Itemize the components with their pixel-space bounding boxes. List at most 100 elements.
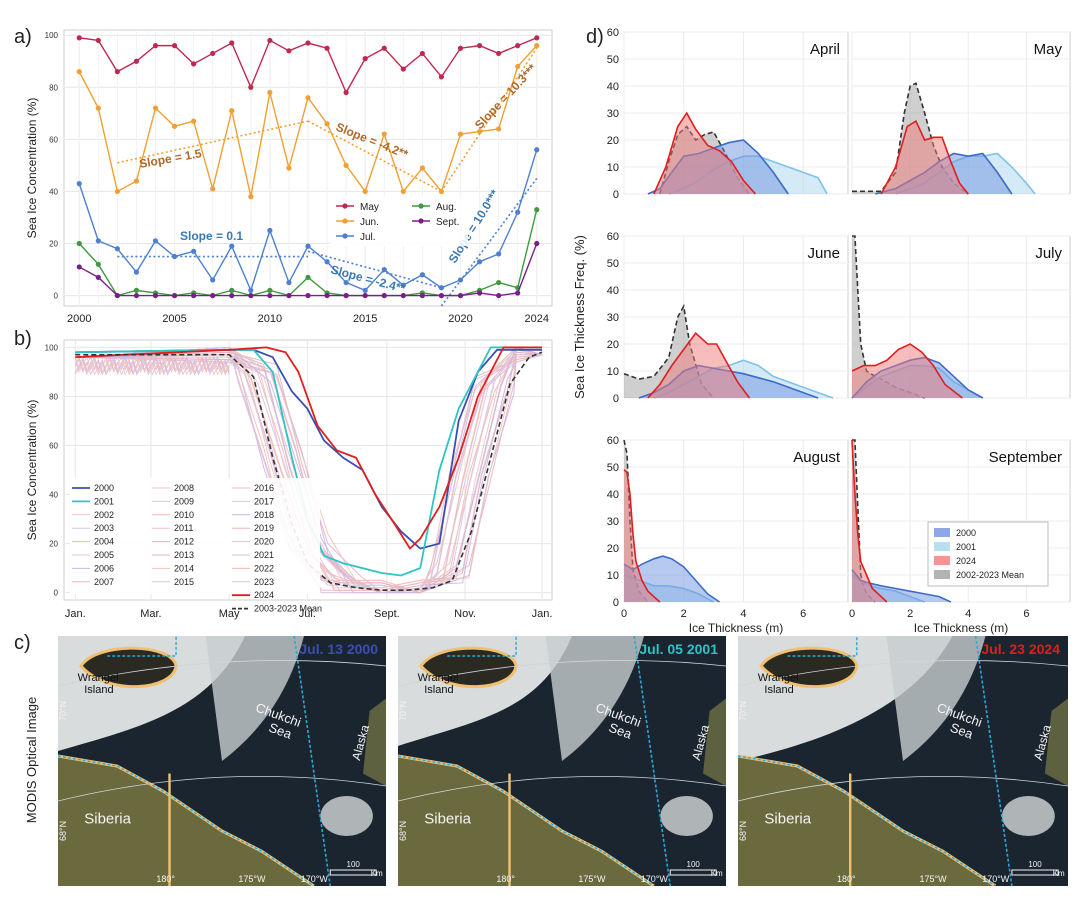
- legend-label: 2010: [174, 510, 194, 520]
- data-point: [152, 43, 159, 49]
- data-point: [248, 292, 254, 299]
- legend-marker: [418, 218, 424, 224]
- xtick-label: 2: [681, 608, 687, 620]
- hist-panel-july: July: [851, 235, 1071, 399]
- graticule: [738, 776, 1068, 802]
- ytick-label: 20: [607, 135, 619, 147]
- winter-noise-line: [74, 356, 230, 376]
- xtick-label: 4: [965, 608, 971, 620]
- data-point: [114, 246, 120, 252]
- data-point: [496, 50, 502, 57]
- island-label: Wrangel: [418, 672, 459, 684]
- legend-label: 2009: [174, 496, 194, 506]
- scale-unit: Km: [371, 869, 383, 878]
- lon-label: 175°W: [238, 874, 266, 884]
- scale-unit: Km: [1053, 869, 1065, 878]
- data-point: [381, 266, 387, 273]
- ytick-label: 0: [613, 189, 619, 201]
- ytick-label: 30: [607, 108, 619, 120]
- region-line: [447, 636, 517, 657]
- mean-curve: [623, 303, 715, 399]
- lon-label: 170°W: [301, 874, 329, 884]
- data-point: [95, 274, 101, 280]
- data-point: [286, 292, 292, 299]
- s2024-curve: [653, 111, 757, 195]
- lat-label: 68°N: [738, 821, 748, 841]
- data-point: [210, 186, 216, 192]
- trendline: [440, 47, 538, 192]
- ytick-label: 20: [607, 543, 619, 555]
- data-point: [95, 37, 101, 44]
- data-point: [457, 45, 464, 51]
- data-point: [248, 194, 254, 200]
- y-axis-label: MODIS Optical Image: [24, 697, 39, 823]
- data-point: [419, 272, 425, 278]
- xtick-label: 0: [621, 608, 627, 620]
- scale-bar: [329, 869, 377, 876]
- data-point: [133, 292, 140, 299]
- data-point: [457, 277, 464, 283]
- panel-d-histograms: Sea Ice Thickness Freq. (%)0102030405060…: [572, 27, 1071, 635]
- panel-title: September: [989, 449, 1062, 466]
- graticule: [398, 660, 726, 687]
- region-line: [974, 636, 1013, 886]
- ytick-label: 60: [49, 135, 58, 144]
- lat-label: 70°N: [398, 701, 408, 721]
- ytick-label: 40: [607, 489, 619, 501]
- data-point: [419, 165, 425, 171]
- data-point: [210, 50, 216, 57]
- data-point: [438, 292, 445, 299]
- panel-d-label: d): [586, 26, 604, 48]
- hist-panel-august: 0 10 20 30 40 50 60 0 2 4 6 August Ice Thickness (m): [607, 435, 849, 635]
- xtick-label: 0: [849, 608, 855, 620]
- hist-panel-june: 0 10 20 30 40 50 60 June: [607, 231, 849, 405]
- data-point: [229, 40, 235, 46]
- xtick-label: 6: [800, 608, 806, 620]
- data-point: [419, 292, 425, 299]
- xtick-label: Sept.: [374, 608, 400, 620]
- slope-label: Slope = 0.1: [180, 229, 243, 243]
- panel-title: April: [810, 41, 840, 58]
- data-point: [95, 238, 101, 244]
- data-point: [191, 61, 197, 67]
- legend-label: 2000: [956, 528, 976, 538]
- data-point: [76, 240, 82, 247]
- winter-noise-line: [74, 356, 230, 376]
- ytick-label: 20: [607, 339, 619, 351]
- panel-title: July: [1035, 245, 1062, 262]
- cloud-band: [545, 636, 644, 761]
- data-point: [476, 259, 483, 265]
- data-point: [438, 285, 445, 291]
- legend-label: 2018: [254, 510, 274, 520]
- legend-swatch: [934, 528, 950, 537]
- x-axis-label: Ice Thickness (m): [914, 621, 1008, 635]
- legend-box: [70, 478, 320, 594]
- ytick-label: 40: [607, 81, 619, 93]
- lat-label: 68°N: [58, 821, 68, 841]
- data-point: [76, 181, 82, 187]
- ytick-label: 100: [45, 31, 59, 40]
- data-point: [305, 95, 311, 101]
- data-point: [76, 35, 82, 41]
- legend-label: 2000: [94, 483, 114, 493]
- s2024-curve: [647, 332, 751, 399]
- data-point: [419, 50, 425, 57]
- graticule: [738, 660, 1068, 687]
- ytick-label: 20: [49, 540, 58, 549]
- siberia-land: [398, 756, 654, 886]
- legend-label: 2003: [94, 523, 114, 533]
- data-point: [171, 123, 178, 129]
- ytick-label: 10: [607, 366, 619, 378]
- legend-label: 2001: [94, 496, 114, 506]
- data-point: [400, 66, 406, 72]
- data-point: [95, 261, 101, 267]
- lat-label: 68°N: [398, 821, 408, 841]
- data-point: [229, 108, 235, 114]
- data-point: [400, 282, 406, 288]
- legend-label: 2022: [254, 563, 274, 573]
- xtick-label: 2024: [525, 313, 549, 325]
- ytick-label: 10: [607, 162, 619, 174]
- lon-label: 180°: [496, 874, 515, 884]
- data-point: [171, 43, 178, 49]
